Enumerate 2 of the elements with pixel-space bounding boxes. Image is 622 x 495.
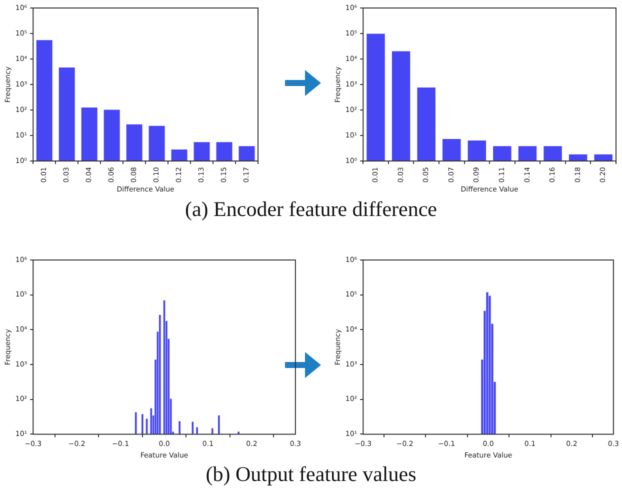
text: (a) Encoder feature difference bbox=[184, 197, 438, 222]
text: (b) Output feature values bbox=[204, 462, 418, 487]
